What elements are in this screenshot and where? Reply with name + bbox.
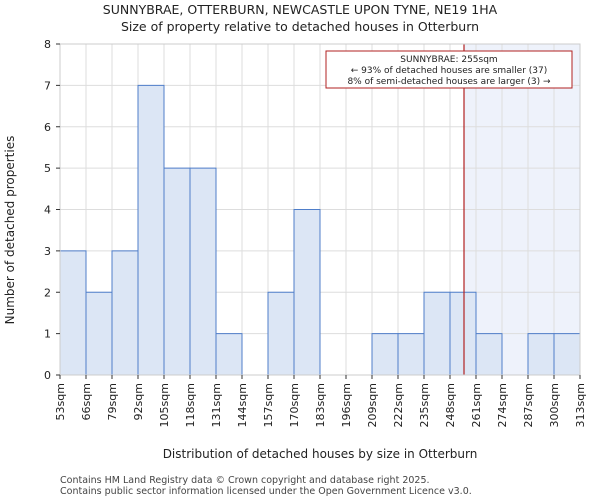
x-tick-label: 92sqm (132, 383, 145, 420)
bar (163, 167, 191, 376)
y-tick-label: 4 (44, 204, 51, 217)
y-tick-label: 1 (44, 328, 51, 341)
y-axis-label: Number of detached properties (3, 136, 17, 325)
bar (449, 291, 477, 376)
x-tick-label: 261sqm (470, 383, 483, 427)
x-tick-label: 79sqm (106, 383, 119, 420)
annotation-line-smaller: ← 93% of detached houses are smaller (37… (351, 66, 548, 76)
annotation-box (325, 50, 573, 89)
bar (397, 333, 425, 376)
x-tick-label: 118sqm (184, 383, 197, 427)
y-tick-label: 3 (44, 245, 51, 258)
x-tick-label: 53sqm (54, 383, 67, 420)
chart-subtitle: Size of property relative to detached ho… (121, 19, 479, 34)
x-tick-label: 287sqm (522, 383, 535, 427)
chart-title: SUNNYBRAE, OTTERBURN, NEWCASTLE UPON TYN… (103, 2, 498, 17)
annotation-title: SUNNYBRAE: 255sqm (400, 55, 497, 65)
marker-annotation: SUNNYBRAE: 255sqm ← 93% of detached hous… (325, 50, 573, 89)
y-tick-label: 7 (44, 79, 51, 92)
x-tick-label: 66sqm (80, 383, 93, 420)
x-tick-label: 274sqm (496, 383, 509, 427)
footer-line-1: Contains HM Land Registry data © Crown c… (60, 475, 430, 486)
bar (371, 333, 399, 376)
bar (59, 250, 87, 376)
y-tick-label: 8 (44, 38, 51, 51)
x-axis-label: Distribution of detached houses by size … (163, 447, 478, 461)
x-tick-label: 170sqm (288, 383, 301, 427)
x-tick-label: 183sqm (314, 383, 327, 427)
y-tick-label: 5 (44, 162, 51, 175)
x-tick-label: 157sqm (262, 383, 275, 427)
x-tick-label: 222sqm (392, 383, 405, 427)
x-tick-label: 131sqm (210, 383, 223, 427)
y-tick-label: 0 (44, 369, 51, 382)
bar (137, 84, 165, 376)
x-tick-label: 105sqm (158, 383, 171, 427)
bar (293, 209, 321, 376)
x-tick-label: 248sqm (444, 383, 457, 427)
bar (111, 250, 139, 376)
x-tick-label: 235sqm (418, 383, 431, 427)
y-tick-label: 6 (44, 121, 51, 134)
x-tick-label: 144sqm (236, 383, 249, 427)
x-axis: 53sqm 66sqm 79sqm 92sqm 105sqm 118sqm 131sqm 14… (54, 375, 587, 427)
bar (189, 167, 217, 376)
x-tick-label: 209sqm (366, 383, 379, 427)
x-tick-label: 313sqm (574, 383, 587, 427)
x-tick-label: 196sqm (340, 383, 353, 427)
bar (215, 333, 243, 376)
y-axis: 0 1 2 3 4 5 6 7 8 (44, 38, 60, 382)
bar (267, 291, 295, 376)
annotation-line-larger: 8% of semi-detached houses are larger (3… (347, 77, 551, 87)
bar (423, 291, 451, 376)
footer-line-2: Contains public sector information licen… (60, 486, 472, 497)
bar (85, 291, 113, 376)
bars-layer (59, 84, 581, 376)
bar (527, 333, 555, 376)
x-tick-label: 300sqm (548, 383, 561, 427)
y-tick-label: 2 (44, 286, 51, 299)
bar (475, 333, 503, 376)
bar (553, 333, 581, 376)
